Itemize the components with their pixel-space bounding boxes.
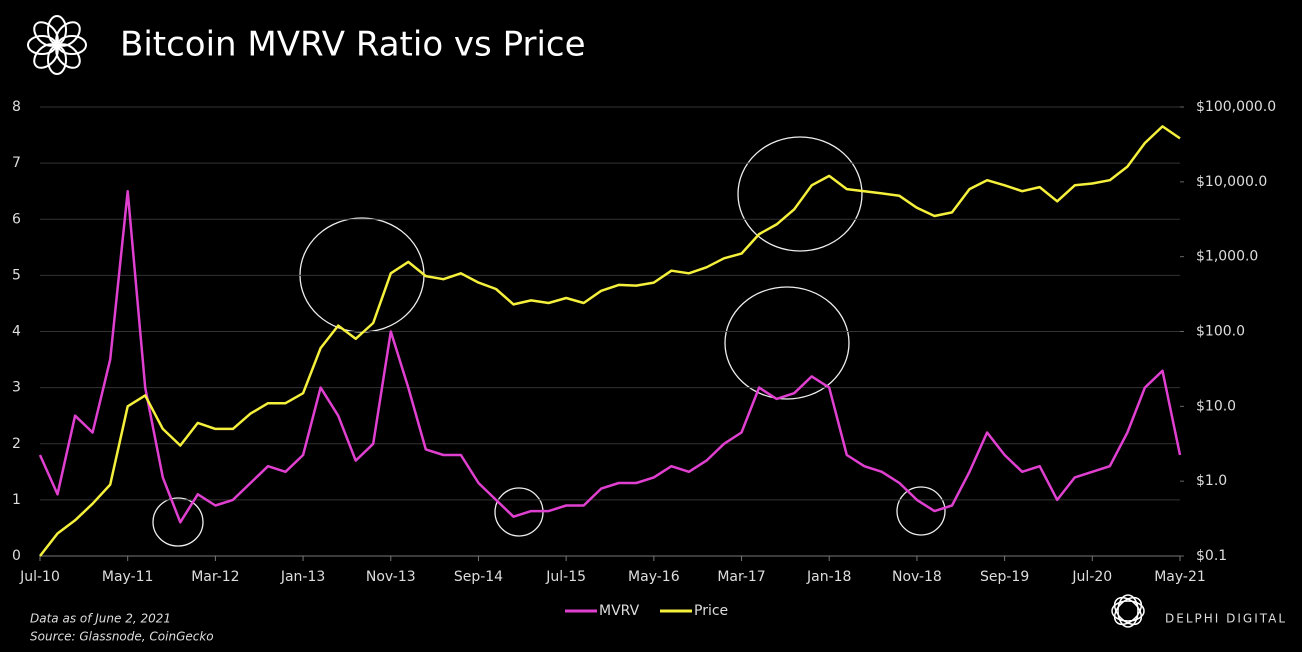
x-tick-label: Sep-19 xyxy=(980,569,1029,585)
logo xyxy=(27,15,87,75)
series-line xyxy=(39,125,1181,557)
y-tick-label: 7 xyxy=(12,155,21,171)
chart-title: Bitcoin MVRV Ratio vs Price xyxy=(120,25,586,65)
legend-label: MVRV xyxy=(599,603,640,619)
x-tick-label: May-11 xyxy=(102,569,154,585)
series-line xyxy=(38,189,1182,524)
y-tick-label: 3 xyxy=(12,380,21,396)
brand: DELPHI DIGITAL xyxy=(1165,612,1287,626)
legend-label: Price xyxy=(694,603,728,619)
x-tick-label: Nov-13 xyxy=(366,569,416,585)
y2-tick-label: $10,000.0 xyxy=(1196,174,1267,190)
y2-tick-label: $100.0 xyxy=(1196,324,1245,340)
y2-tick-label: $100,000.0 xyxy=(1196,99,1276,115)
brand-logo xyxy=(1111,594,1145,628)
y-tick-label: 1 xyxy=(12,492,21,508)
y2-tick-label: $1.0 xyxy=(1196,473,1227,489)
x-tick-label: Jul-20 xyxy=(1071,569,1112,585)
y2-tick-label: $1,000.0 xyxy=(1196,249,1258,265)
y-tick-label: 6 xyxy=(12,211,21,227)
x-tick-label: Mar-12 xyxy=(191,569,239,585)
x-tick-label: Nov-18 xyxy=(892,569,942,585)
x-tick-label: Sep-14 xyxy=(454,569,503,585)
y2-tick-label: $10.0 xyxy=(1196,398,1236,414)
x-tick-label: Jul-10 xyxy=(19,569,60,585)
y-tick-label: 5 xyxy=(12,267,21,283)
y-tick-label: 8 xyxy=(12,99,21,115)
x-tick-label: May-16 xyxy=(628,569,680,585)
x-tick-label: Jul-15 xyxy=(545,569,586,585)
x-tick-label: Jan-13 xyxy=(280,569,325,585)
y2-tick-label: $0.1 xyxy=(1196,548,1227,564)
source: Source: Glassnode, CoinGecko xyxy=(30,630,214,644)
x-tick-label: May-21 xyxy=(1154,569,1206,585)
x-tick-label: Mar-17 xyxy=(717,569,765,585)
footnote: Data as of June 2, 2021 xyxy=(30,612,171,626)
y-tick-label: 2 xyxy=(12,436,21,452)
y-tick-label: 4 xyxy=(12,324,21,340)
y-tick-label: 0 xyxy=(12,548,21,564)
x-tick-label: Jan-18 xyxy=(806,569,851,585)
